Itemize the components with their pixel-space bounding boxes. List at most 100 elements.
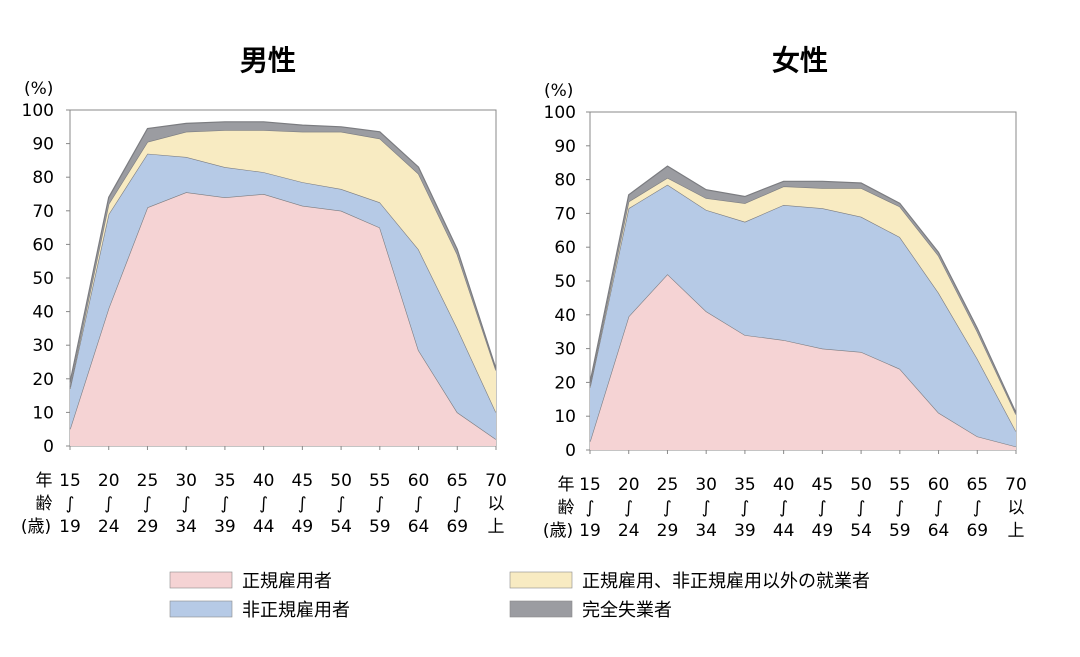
y-tick-label: 40 xyxy=(32,303,54,323)
x-tick-label: 34 xyxy=(695,521,717,541)
x-tick-label: ∫ xyxy=(934,498,943,518)
y-tick-label: 0 xyxy=(565,441,576,461)
y-tick-label: 90 xyxy=(32,135,54,155)
y-tick-label: 0 xyxy=(43,437,54,457)
x-tick-label: 24 xyxy=(98,517,120,537)
x-tick-label: ∫ xyxy=(779,498,788,518)
x-tick-label: 70 xyxy=(485,471,507,491)
series-area-2 xyxy=(590,184,1016,447)
x-tick-label: 20 xyxy=(618,475,640,495)
x-tick-label: 44 xyxy=(253,517,275,537)
legend-swatch xyxy=(169,600,233,618)
x-tick-label: 15 xyxy=(579,475,601,495)
chart-female: 女性 (%) 0 10 20 30 40 50 60 70 80 90 100 年齢 (歳) 15 ∫ 19 20 ∫… xyxy=(543,44,1027,541)
x-tick-label: 40 xyxy=(253,471,275,491)
y-tick-label: 40 xyxy=(554,306,576,326)
x-tick-label: 69 xyxy=(446,517,468,537)
x-tick-label: 29 xyxy=(137,517,159,537)
legend-swatch xyxy=(509,571,573,589)
y-tick-label: 100 xyxy=(544,103,576,123)
x-tick-label: 45 xyxy=(292,471,314,491)
series-line-4 xyxy=(589,165,1017,414)
x-tick-label: ∫ xyxy=(624,498,633,518)
x-tick-label: ∫ xyxy=(453,494,462,514)
x-tick-label: 45 xyxy=(812,475,834,495)
x-tick-label: ∫ xyxy=(182,494,191,514)
x-tick-label: 35 xyxy=(214,471,236,491)
y-tick-label: 70 xyxy=(32,202,54,222)
x-tick-label: 49 xyxy=(812,521,834,541)
legend-swatch xyxy=(169,571,233,589)
x-tick-label: 19 xyxy=(59,517,81,537)
x-axis-header: 齢 xyxy=(558,498,575,518)
y-tick-label: 60 xyxy=(554,238,576,258)
series-area-3 xyxy=(590,177,1016,432)
x-tick-label: ∫ xyxy=(220,494,229,514)
y-tick-label: 10 xyxy=(32,403,54,423)
legend-label: 正規雇用者 xyxy=(242,571,332,592)
x-axis-header: (歳) xyxy=(543,521,573,541)
x-tick-label: 60 xyxy=(408,471,430,491)
x-tick-label: 19 xyxy=(579,521,601,541)
y-tick-label: 100 xyxy=(22,101,54,121)
x-tick-label: 以 xyxy=(1008,498,1025,518)
x-tick-label: 上 xyxy=(488,517,505,537)
series-line-4 xyxy=(69,121,497,383)
y-axis-unit: (%) xyxy=(24,79,53,99)
x-tick-label: ∫ xyxy=(857,498,866,518)
x-tick-label: 50 xyxy=(850,475,872,495)
x-tick-label: ∫ xyxy=(259,494,268,514)
x-tick-label: 39 xyxy=(734,521,756,541)
x-axis-header: 齢 xyxy=(36,494,53,514)
x-axis-header: (歳) xyxy=(21,517,51,537)
x-tick-label: 59 xyxy=(889,521,911,541)
x-tick-label: 40 xyxy=(773,475,795,495)
x-tick-label: 70 xyxy=(1005,475,1027,495)
x-tick-label: 25 xyxy=(137,471,159,491)
x-tick-label: 54 xyxy=(330,517,352,537)
x-tick-label: 55 xyxy=(889,475,911,495)
y-tick-label: 90 xyxy=(554,137,576,157)
x-tick-label: 44 xyxy=(773,521,795,541)
x-tick-label: 60 xyxy=(928,475,950,495)
y-tick-label: 30 xyxy=(32,336,54,356)
y-tick-label: 80 xyxy=(554,171,576,191)
x-tick-label: 34 xyxy=(175,517,197,537)
chart-title: 男性 xyxy=(240,44,296,77)
x-tick-label: 69 xyxy=(966,521,988,541)
x-tick-label: ∫ xyxy=(740,498,749,518)
y-tick-label: 60 xyxy=(32,235,54,255)
series-area-1 xyxy=(590,274,1016,450)
y-tick-label: 50 xyxy=(32,269,54,289)
x-tick-label: 65 xyxy=(966,475,988,495)
x-tick-label: ∫ xyxy=(375,494,384,514)
x-tick-label: 64 xyxy=(408,517,430,537)
x-tick-label: ∫ xyxy=(586,498,595,518)
x-tick-label: 65 xyxy=(446,471,468,491)
x-axis-header: 年 xyxy=(558,475,575,495)
x-tick-label: 30 xyxy=(175,471,197,491)
x-tick-label: 以 xyxy=(488,494,505,514)
x-tick-label: ∫ xyxy=(337,494,346,514)
series-area-2 xyxy=(70,153,496,440)
x-tick-label: 55 xyxy=(369,471,391,491)
series-area-3 xyxy=(70,130,496,413)
x-tick-label: 54 xyxy=(850,521,872,541)
legend-label: 完全失業者 xyxy=(582,600,672,621)
chart-male: 男性 (%) 0 10 20 30 40 50 60 70 80 90 100 年齢 (歳) 15 ∫ 19 20 ∫… xyxy=(21,44,507,537)
y-tick-label: 70 xyxy=(554,204,576,224)
x-tick-label: 35 xyxy=(734,475,756,495)
x-tick-label: ∫ xyxy=(702,498,711,518)
x-tick-label: 49 xyxy=(292,517,314,537)
x-tick-label: 64 xyxy=(928,521,950,541)
x-tick-label: ∫ xyxy=(414,494,423,514)
series-area-1 xyxy=(70,192,496,446)
y-axis-unit: (%) xyxy=(544,81,573,101)
x-tick-label: 29 xyxy=(657,521,679,541)
x-tick-label: 39 xyxy=(214,517,236,537)
x-tick-label: 50 xyxy=(330,471,352,491)
x-tick-label: 20 xyxy=(98,471,120,491)
x-tick-label: ∫ xyxy=(104,494,113,514)
x-tick-label: ∫ xyxy=(818,498,827,518)
